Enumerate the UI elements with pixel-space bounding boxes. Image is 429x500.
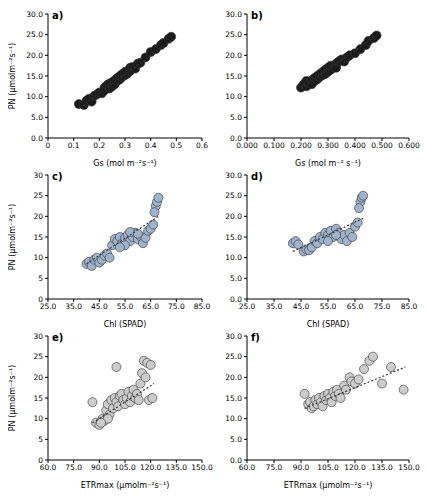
svg-text:25.0: 25.0	[225, 30, 242, 39]
html-text:e): e)	[52, 332, 64, 343]
svg-text:5: 5	[38, 435, 43, 444]
svg-text:0.2: 0.2	[93, 141, 105, 150]
svg-text:0.0: 0.0	[230, 456, 242, 465]
svg-text:75.0: 75.0	[65, 463, 82, 472]
svg-text:55.0: 55.0	[117, 302, 134, 311]
svg-text:10.0: 10.0	[225, 92, 242, 101]
html-text:b): b)	[251, 10, 263, 21]
svg-text:30.0: 30.0	[225, 171, 242, 180]
svg-text:0.400: 0.400	[344, 141, 366, 150]
svg-text:85.0: 85.0	[194, 302, 211, 311]
svg-text:ETRmax (µmolm⁻²s⁻¹): ETRmax (µmolm⁻²s⁻¹)	[81, 481, 170, 490]
svg-text:Gs (mol m⁻² s⁻¹): Gs (mol m⁻² s⁻¹)	[295, 159, 361, 168]
svg-text:20: 20	[33, 373, 43, 382]
svg-text:5.0: 5.0	[31, 113, 43, 122]
svg-text:20.0: 20.0	[225, 51, 242, 60]
svg-text:0.0: 0.0	[31, 134, 43, 143]
svg-text:10: 10	[33, 253, 43, 262]
svg-text:90.0: 90.0	[91, 463, 108, 472]
svg-text:65.0: 65.0	[347, 302, 364, 311]
svg-text:150.0: 150.0	[398, 463, 420, 472]
svg-text:75.0: 75.0	[266, 463, 283, 472]
svg-text:45.0: 45.0	[91, 302, 108, 311]
svg-text:5.0: 5.0	[230, 113, 242, 122]
svg-text:0.4: 0.4	[145, 141, 157, 150]
svg-text:90.0: 90.0	[293, 463, 310, 472]
svg-text:135.0: 135.0	[166, 463, 188, 472]
svg-text:0.300: 0.300	[317, 141, 339, 150]
svg-text:35.0: 35.0	[65, 302, 82, 311]
svg-text:25.0: 25.0	[26, 30, 43, 39]
svg-text:35.0: 35.0	[266, 302, 283, 311]
svg-text:ETRmax (µmolm⁻²s⁻¹): ETRmax (µmolm⁻²s⁻¹)	[284, 481, 373, 490]
svg-text:0.200: 0.200	[290, 141, 312, 150]
svg-text:0.1: 0.1	[68, 141, 80, 150]
svg-text:0: 0	[38, 295, 43, 304]
svg-text:120.0: 120.0	[140, 463, 162, 472]
svg-text:30: 30	[33, 332, 43, 341]
svg-text:10.0: 10.0	[225, 414, 242, 423]
html-text:f): f)	[251, 332, 260, 343]
svg-text:120.0: 120.0	[344, 463, 366, 472]
svg-text:0: 0	[38, 456, 43, 465]
svg-text:105.0: 105.0	[114, 463, 136, 472]
html-text:a): a)	[52, 10, 64, 21]
svg-text:0.500: 0.500	[371, 141, 393, 150]
svg-text:5.0: 5.0	[230, 274, 242, 283]
svg-text:25.0: 25.0	[40, 302, 57, 311]
svg-text:0: 0	[46, 141, 51, 150]
svg-text:10: 10	[33, 414, 43, 423]
svg-text:105.0: 105.0	[317, 463, 339, 472]
svg-text:Chl (SPAD): Chl (SPAD)	[307, 320, 350, 329]
svg-text:15.0: 15.0	[26, 72, 43, 81]
svg-text:75.0: 75.0	[168, 302, 185, 311]
svg-text:60.0: 60.0	[40, 463, 57, 472]
svg-text:135.0: 135.0	[371, 463, 393, 472]
svg-text:20.0: 20.0	[225, 373, 242, 382]
svg-text:45.0: 45.0	[293, 302, 310, 311]
svg-text:55.0: 55.0	[320, 302, 337, 311]
svg-text:30.0: 30.0	[26, 10, 43, 19]
svg-text:0.100: 0.100	[263, 141, 285, 150]
html-text:d): d)	[251, 171, 263, 182]
svg-text:PN (µmolm⁻²s⁻¹): PN (µmolm⁻²s⁻¹)	[8, 43, 17, 109]
svg-text:15.0: 15.0	[225, 394, 242, 403]
svg-text:30.0: 30.0	[225, 332, 242, 341]
svg-text:5: 5	[38, 274, 43, 283]
svg-text:75.0: 75.0	[374, 302, 391, 311]
svg-text:20.0: 20.0	[225, 212, 242, 221]
svg-text:25: 25	[33, 352, 43, 361]
svg-text:10.0: 10.0	[225, 253, 242, 262]
svg-text:20: 20	[33, 212, 43, 221]
svg-text:0.3: 0.3	[119, 141, 131, 150]
html-text:c): c)	[52, 171, 63, 182]
svg-text:15: 15	[33, 233, 43, 242]
svg-text:25.0: 25.0	[239, 302, 256, 311]
svg-text:0.5: 0.5	[170, 141, 182, 150]
svg-text:25: 25	[33, 191, 43, 200]
svg-text:15: 15	[33, 394, 43, 403]
svg-text:85.0: 85.0	[401, 302, 418, 311]
svg-text:150.0: 150.0	[191, 463, 213, 472]
svg-text:PN (µmolm⁻²s⁻¹): PN (µmolm⁻²s⁻¹)	[8, 204, 17, 270]
svg-text:30: 30	[33, 171, 43, 180]
svg-text:65.0: 65.0	[142, 302, 159, 311]
svg-text:0.000: 0.000	[236, 141, 258, 150]
svg-text:Chl (SPAD): Chl (SPAD)	[104, 320, 147, 329]
svg-text:0.0: 0.0	[230, 295, 242, 304]
svg-text:PN (µmolm⁻²s⁻¹): PN (µmolm⁻²s⁻¹)	[8, 365, 17, 431]
svg-text:25.0: 25.0	[225, 352, 242, 361]
svg-text:0.600: 0.600	[398, 141, 420, 150]
svg-text:Gs (mol m⁻²s⁻¹): Gs (mol m⁻²s⁻¹)	[93, 159, 156, 168]
svg-text:30.0: 30.0	[225, 10, 242, 19]
svg-text:0.0: 0.0	[230, 134, 242, 143]
svg-text:15.0: 15.0	[225, 72, 242, 81]
svg-text:10.0: 10.0	[26, 92, 43, 101]
svg-text:0.6: 0.6	[196, 141, 208, 150]
svg-text:25.0: 25.0	[225, 191, 242, 200]
svg-text:5.0: 5.0	[230, 435, 242, 444]
svg-text:15.0: 15.0	[225, 233, 242, 242]
svg-text:20.0: 20.0	[26, 51, 43, 60]
svg-text:60.0: 60.0	[239, 463, 256, 472]
